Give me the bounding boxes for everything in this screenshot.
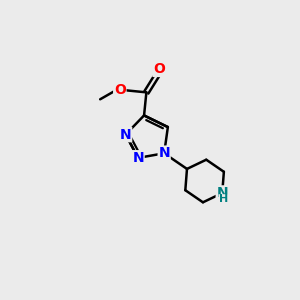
Text: H: H [219, 194, 228, 204]
Text: N: N [132, 151, 144, 165]
Text: N: N [120, 128, 131, 142]
Text: N: N [216, 186, 228, 200]
Text: O: O [153, 62, 165, 76]
Text: N: N [158, 146, 170, 160]
Text: O: O [114, 83, 126, 97]
